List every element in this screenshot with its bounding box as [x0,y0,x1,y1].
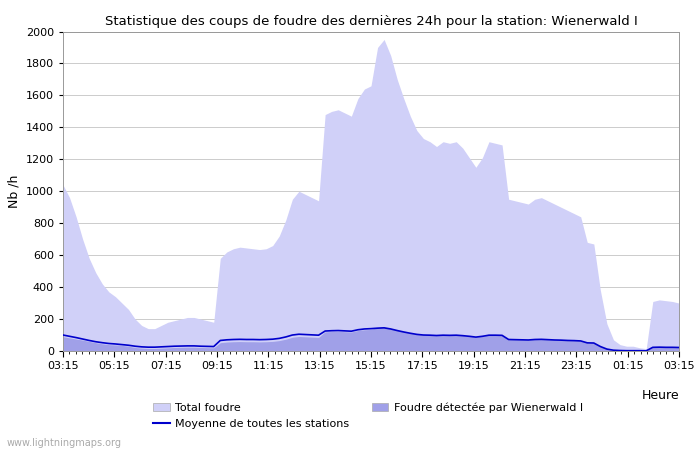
Title: Statistique des coups de foudre des dernières 24h pour la station: Wienerwald I: Statistique des coups de foudre des dern… [104,14,638,27]
Text: www.lightningmaps.org: www.lightningmaps.org [7,438,122,448]
Y-axis label: Nb /h: Nb /h [7,175,20,208]
Legend: Total foudre, Moyenne de toutes les stations, Foudre détectée par Wienerwald I: Total foudre, Moyenne de toutes les stat… [148,398,587,433]
Text: Heure: Heure [641,389,679,402]
